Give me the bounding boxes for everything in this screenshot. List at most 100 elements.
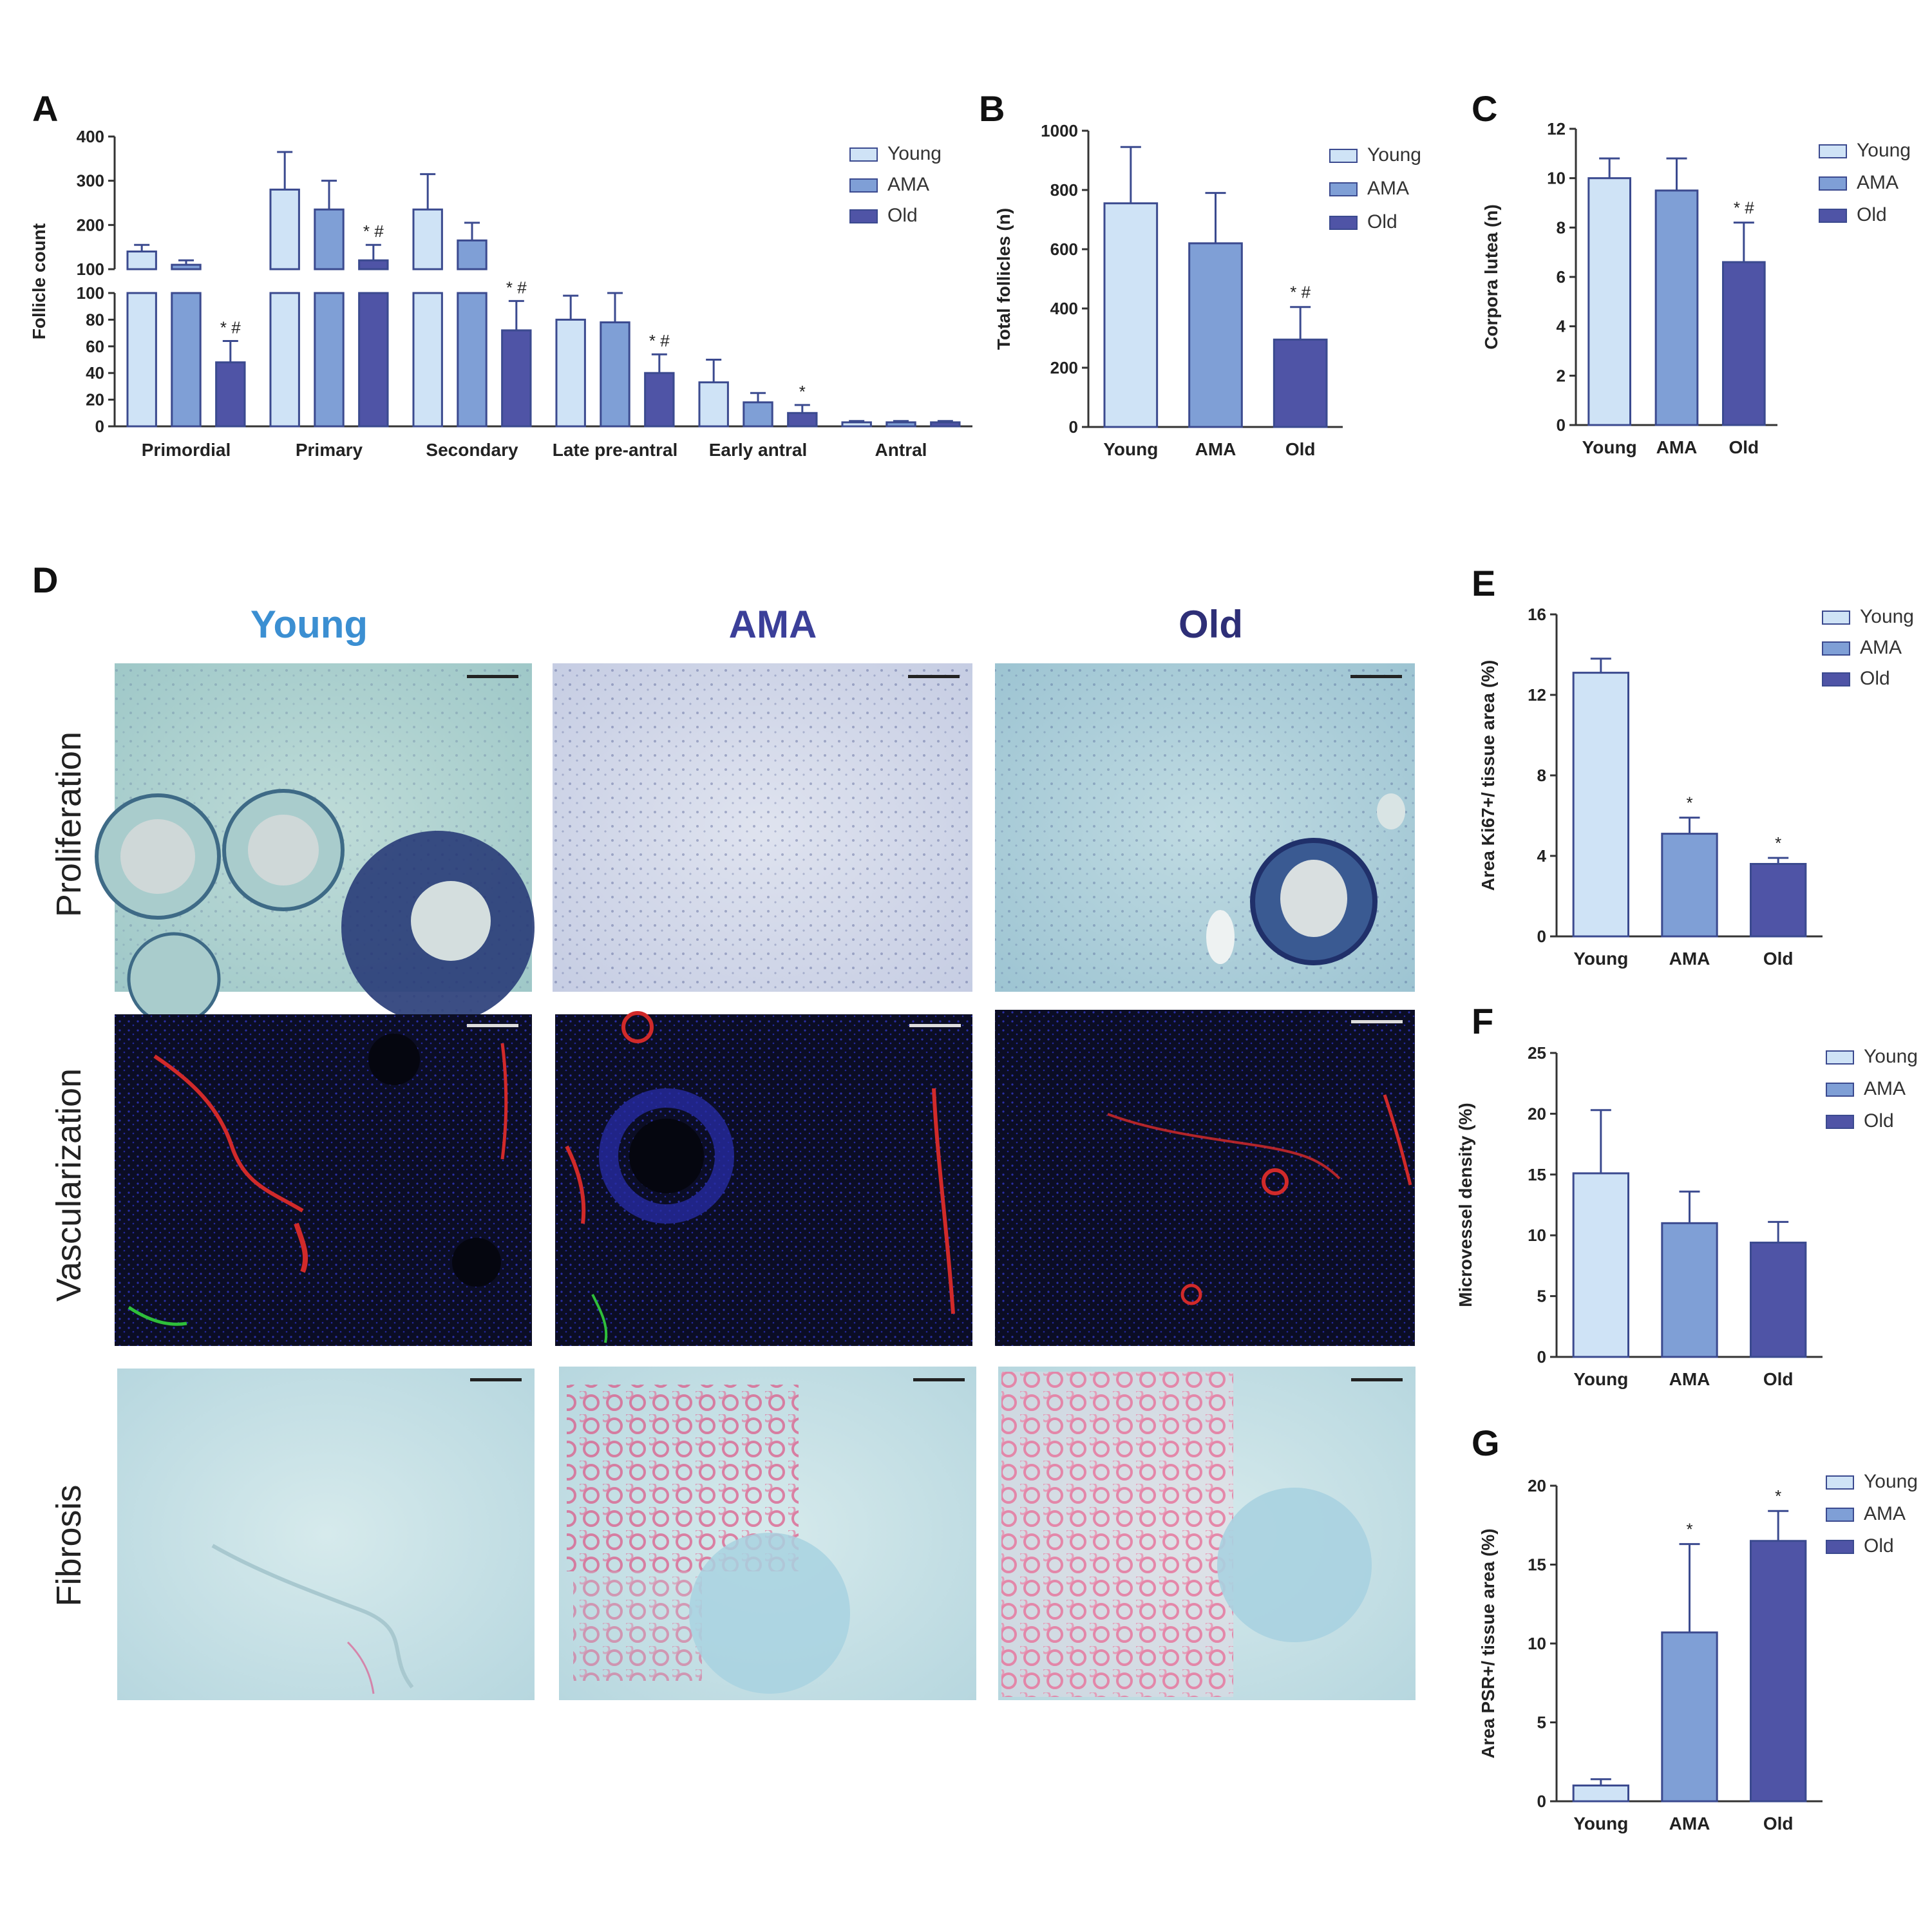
y-tick-label: 20	[1528, 1104, 1546, 1123]
micrograph-fibrosis-ama	[559, 1367, 976, 1700]
row-title-proliferation: Proliferation	[50, 732, 88, 917]
significance-marker: *	[1775, 1486, 1781, 1506]
x-category-label: Old	[1285, 439, 1316, 459]
legend-swatch-old	[1826, 1115, 1854, 1129]
y-tick-label: 0	[1069, 417, 1078, 437]
row-title-vascularization: Vascularization	[50, 1068, 88, 1302]
significance-marker: *	[1775, 833, 1781, 853]
legend-label-young: Young	[1864, 1471, 1918, 1492]
legend-label-old: Old	[1864, 1110, 1894, 1132]
legend-label-ama: AMA	[1367, 178, 1409, 199]
y-tick-label: 0	[1537, 1347, 1546, 1367]
legend-swatch-young	[1826, 1050, 1854, 1065]
legend-swatch-young	[1822, 611, 1850, 625]
bar-young-upper	[126, 251, 157, 270]
bar-old	[787, 412, 818, 428]
x-category-label: Young	[1573, 1369, 1628, 1389]
bar-ama	[1661, 1222, 1718, 1358]
chart-f-microvessel-density: 0 5 10 15 20 25 Microvessel density (%) Young AM…	[1455, 1043, 1918, 1389]
significance-marker: * #	[506, 278, 527, 297]
legend-swatch-young	[1819, 144, 1847, 158]
bar-ama-lower	[171, 292, 202, 428]
bar-ama-upper	[457, 239, 488, 270]
bar-ama	[600, 321, 630, 428]
significance-marker: * #	[220, 318, 241, 337]
bar-ama	[1654, 189, 1699, 426]
micrograph-fibrosis-young	[117, 1368, 535, 1700]
micrograph-vascularization-old	[995, 1010, 1415, 1346]
micrograph-vascularization-young	[115, 1014, 532, 1346]
y-tick-label: 16	[1528, 605, 1546, 624]
panel-label-e: E	[1472, 563, 1495, 603]
bar-ama-lower	[314, 292, 345, 428]
y-tick-label: 0	[1557, 415, 1566, 435]
y-tick-label: 80	[86, 310, 104, 329]
bar-young-lower	[412, 292, 443, 428]
y-tick-label: 300	[77, 171, 104, 191]
legend-label-old: Old	[1864, 1535, 1894, 1557]
row-title-fibrosis: Fibrosis	[50, 1484, 88, 1606]
y-tick-label: 8	[1557, 218, 1566, 237]
legend-label-ama: AMA	[1864, 1503, 1906, 1524]
legend-swatch-young	[849, 147, 878, 162]
significance-marker: *	[1686, 1520, 1692, 1539]
y-tick-label: 10	[1547, 169, 1566, 188]
axis-break-gap	[111, 272, 118, 290]
y-tick-label: 100	[77, 283, 104, 303]
bar-old	[930, 421, 961, 428]
x-category-label: AMA	[1669, 949, 1710, 969]
x-category-label: Antral	[875, 440, 927, 460]
x-category-label: Primary	[296, 440, 363, 460]
y-tick-label: 100	[77, 260, 104, 279]
bar-young-upper	[269, 188, 300, 270]
y-tick-label: 0	[1537, 927, 1546, 946]
legend-swatch-ama	[849, 178, 878, 193]
x-category-label: Late pre-antral	[553, 440, 678, 460]
bar-old-lower	[358, 292, 389, 428]
y-tick-label: 6	[1557, 267, 1566, 287]
x-category-label: Young	[1573, 1814, 1628, 1833]
legend-swatch-ama	[1826, 1508, 1854, 1522]
y-tick-label: 400	[77, 127, 104, 146]
x-category-label: AMA	[1656, 437, 1698, 457]
legend-label-old: Old	[1367, 211, 1397, 232]
chart-c-corpora-lutea: 0 2 4 6 8 10 12 Corpora lutea (n) Young AMA Old * #…	[1481, 119, 1911, 457]
bar-ama-lower	[457, 292, 488, 428]
x-category-label: Old	[1728, 437, 1759, 457]
y-tick-label: 12	[1547, 119, 1566, 138]
panel-label-f: F	[1472, 1001, 1493, 1041]
x-category-label: Primordial	[142, 440, 231, 460]
column-title-young: Young	[251, 603, 368, 646]
x-category-label: Old	[1763, 949, 1794, 969]
y-axis-label: Total follicles (n)	[994, 208, 1014, 350]
bar-ama-upper	[171, 263, 202, 270]
bar-young-lower	[126, 292, 157, 428]
x-category-label: Early antral	[709, 440, 808, 460]
panel-label-a: A	[32, 88, 58, 129]
x-category-label: Old	[1763, 1369, 1794, 1389]
significance-marker: *	[1686, 793, 1692, 813]
x-category-label: Old	[1763, 1814, 1794, 1833]
y-tick-label: 400	[1050, 299, 1078, 318]
y-tick-label: 20	[86, 390, 104, 410]
y-tick-label: 4	[1537, 846, 1547, 866]
legend-label-young: Young	[1367, 144, 1421, 166]
legend-label-young: Young	[1860, 606, 1914, 627]
micrograph-proliferation-young	[95, 663, 535, 1026]
significance-marker: * #	[363, 222, 384, 241]
legend-swatch-ama	[1826, 1083, 1854, 1097]
bar-old	[1273, 338, 1328, 428]
significance-marker: *	[799, 382, 806, 401]
y-tick-label: 5	[1537, 1287, 1546, 1306]
y-tick-label: 0	[1537, 1792, 1546, 1811]
bar-young-upper	[412, 208, 443, 270]
bar-young	[1103, 202, 1159, 428]
legend-swatch-ama	[1819, 176, 1847, 191]
x-category-label: AMA	[1669, 1369, 1710, 1389]
legend-label-young: Young	[1864, 1046, 1918, 1067]
panel-label-g: G	[1472, 1423, 1500, 1463]
panel-label-b: B	[979, 88, 1005, 129]
bar-young-lower	[269, 292, 300, 428]
bar-young	[1572, 1172, 1630, 1358]
